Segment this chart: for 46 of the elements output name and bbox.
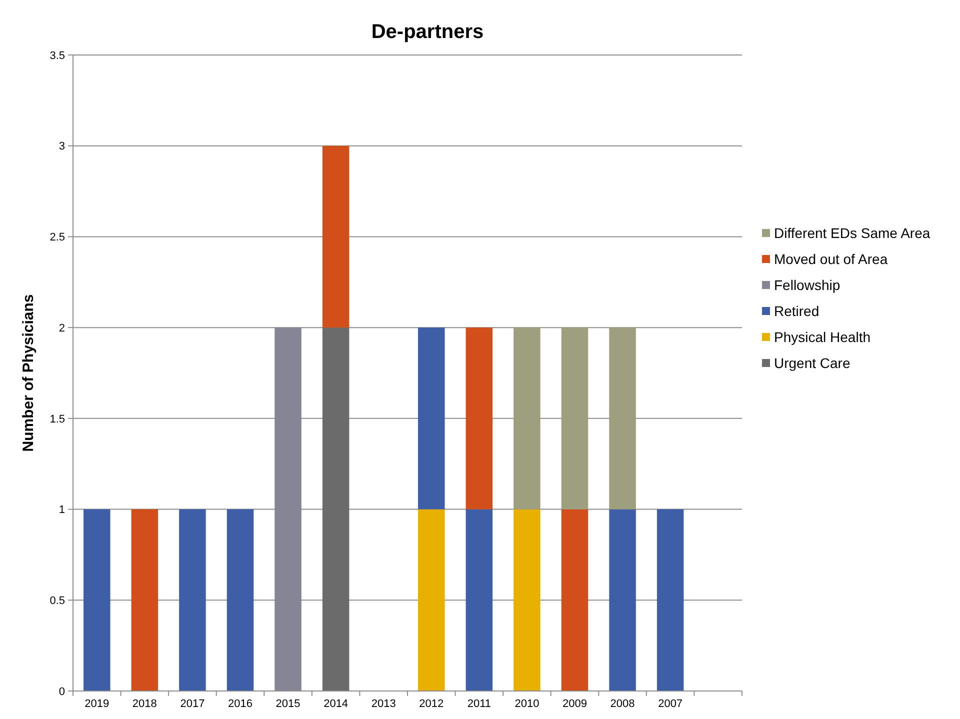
bar [561,509,588,691]
x-tick-label: 2018 [132,698,157,710]
y-tick-label: 3.5 [50,50,65,62]
bar [656,509,684,691]
x-tick-label: 2014 [324,698,348,710]
x-tick-label: 2007 [658,698,683,710]
bar [609,328,636,510]
x-tick-label: 2009 [562,698,587,710]
legend-label: Urgent Care [774,354,850,371]
bar [466,328,493,510]
x-tick-label: 2015 [276,698,300,710]
y-tick-label: 1.5 [50,413,65,426]
y-tick-label: 2 [58,322,65,334]
x-tick-label: 2013 [371,698,396,710]
legend-label: Fellowship [774,276,840,293]
y-tick-label: 0.5 [50,594,65,607]
y-axis-title: Number of Physicians [20,294,37,452]
x-tick-label: 2019 [84,698,110,710]
bar [322,146,350,328]
chart-title: De-partners [371,21,484,43]
bar [84,509,110,691]
x-tick-label: 2011 [467,698,492,710]
bar [514,509,540,691]
bar [466,509,493,691]
x-tick-label: 2010 [514,698,540,710]
bar [226,509,254,691]
x-tick-label: 2012 [419,698,444,710]
x-tick-label: 2008 [610,698,635,710]
bar [514,328,540,510]
legend-label: Physical Health [774,328,870,345]
legend-label: Different EDs Same Area [774,224,930,241]
bar [131,509,158,691]
bar [609,509,636,691]
y-tick-label: 2.5 [50,232,65,244]
y-tick-label: 3 [58,140,65,153]
bar [179,509,206,691]
x-tick-label: 2016 [228,698,252,710]
legend-label: Moved out of Area [774,250,888,267]
bar [561,328,588,510]
bar [418,328,445,510]
y-tick-label: 1 [58,504,65,516]
bar [322,328,350,691]
bar [418,509,445,691]
y-tick-label: 0 [58,686,65,698]
legend-label: Retired [774,302,820,319]
x-tick-label: 2017 [180,698,205,710]
